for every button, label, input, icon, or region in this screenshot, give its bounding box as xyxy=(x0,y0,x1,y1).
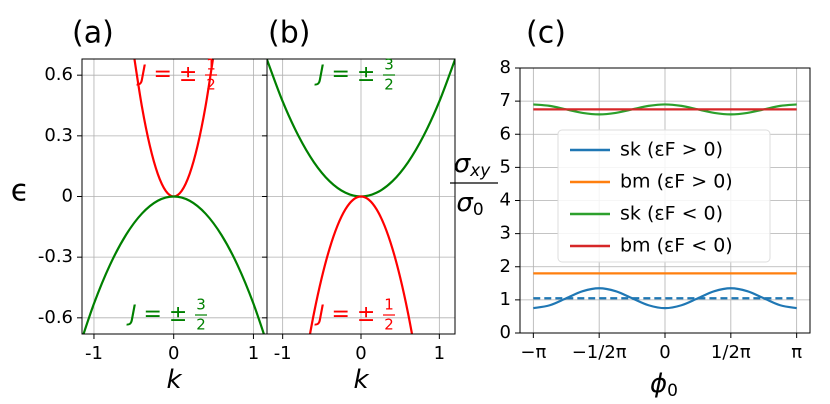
y-num-sub: xy xyxy=(469,161,491,181)
x-tick-label: 1 xyxy=(248,343,259,364)
x-tick-label: 0 xyxy=(659,342,670,363)
x-tick-label: 1 xyxy=(434,343,445,364)
y-tick-label: -0.6 xyxy=(38,307,73,328)
y-tick-label: 0 xyxy=(500,322,511,343)
legend-label: bm (εF < 0) xyxy=(620,235,733,257)
y-tick-label: 7 xyxy=(500,90,511,111)
x-tick-label: -1 xyxy=(274,343,292,364)
panel-title: (b) xyxy=(268,16,310,51)
y-axis-label-den: σ0 xyxy=(456,188,483,221)
y-num-main: σ xyxy=(454,149,472,179)
x-tick-label: 0 xyxy=(355,343,366,364)
annotation: J = ± xyxy=(314,62,375,87)
legend-box xyxy=(557,129,771,263)
series-line xyxy=(82,195,266,334)
x-axis-label-sub: 0 xyxy=(667,381,678,401)
y-axis-label-num: σxy xyxy=(454,149,492,182)
y-tick-label: 4 xyxy=(500,190,511,211)
panel: 0.6 0.3 0 -0.3 -0.6 -1 0 1 (a) k ϵ J = ± 1 2 J = ± 3 2 xyxy=(11,16,268,395)
y-tick-label: 8 xyxy=(500,57,511,78)
y-tick-label: 1 xyxy=(500,289,511,310)
annotation-num: 1 xyxy=(384,296,394,314)
y-tick-label: 5 xyxy=(500,156,511,177)
panel-title: (a) xyxy=(72,16,114,51)
x-axis-label: ϕ0 xyxy=(650,369,678,402)
annotation-num: 3 xyxy=(384,56,394,74)
x-tick-label: −1/2π xyxy=(572,342,627,363)
annotation-num: 1 xyxy=(206,56,216,74)
y-den-main: σ xyxy=(456,188,474,218)
y-tick-label: 2 xyxy=(500,256,511,277)
series-line xyxy=(308,195,414,334)
legend-label: sk (εF < 0) xyxy=(620,203,723,225)
annotation-den: 2 xyxy=(196,316,206,334)
y-tick-label: 0.3 xyxy=(44,125,73,146)
annotation: J = ± xyxy=(136,62,197,87)
axes-frame xyxy=(266,58,456,335)
x-axis-label-main: ϕ xyxy=(650,369,667,399)
y-den-sub: 0 xyxy=(473,200,484,220)
x-tick-label: −π xyxy=(520,342,546,363)
annotation: J = ± xyxy=(126,302,187,327)
x-axis-label-main: k xyxy=(353,365,369,395)
annotation-den: 2 xyxy=(384,316,394,334)
x-axis-label: k xyxy=(353,365,369,395)
y-axis-label: ϵ xyxy=(11,174,29,209)
y-tick-label: 0.6 xyxy=(44,64,73,85)
x-axis-label: k xyxy=(166,365,182,395)
annotation: J = ± xyxy=(314,302,375,327)
x-tick-label: -1 xyxy=(85,343,103,364)
legend-label: sk (εF > 0) xyxy=(620,139,723,161)
axes-frame xyxy=(519,67,811,334)
legend-label: bm (εF > 0) xyxy=(620,171,733,193)
panel-title: (c) xyxy=(526,16,566,51)
x-tick-label: 1/2π xyxy=(711,342,751,363)
x-tick-label: π xyxy=(791,342,802,363)
x-tick-label: 0 xyxy=(168,343,179,364)
x-axis-label-main: k xyxy=(166,365,182,395)
panel: -1 0 1 (b) k J = ± 3 2 J = ± 1 2 xyxy=(262,16,456,395)
y-tick-label: 6 xyxy=(500,123,511,144)
y-tick-label: 0 xyxy=(62,186,73,207)
y-tick-label: 3 xyxy=(500,223,511,244)
series-line xyxy=(533,103,797,116)
series-line xyxy=(533,287,797,310)
y-tick-label: -0.3 xyxy=(38,246,73,267)
annotation-den: 2 xyxy=(384,76,394,94)
annotation-den: 2 xyxy=(206,76,216,94)
annotation-num: 3 xyxy=(196,296,206,314)
